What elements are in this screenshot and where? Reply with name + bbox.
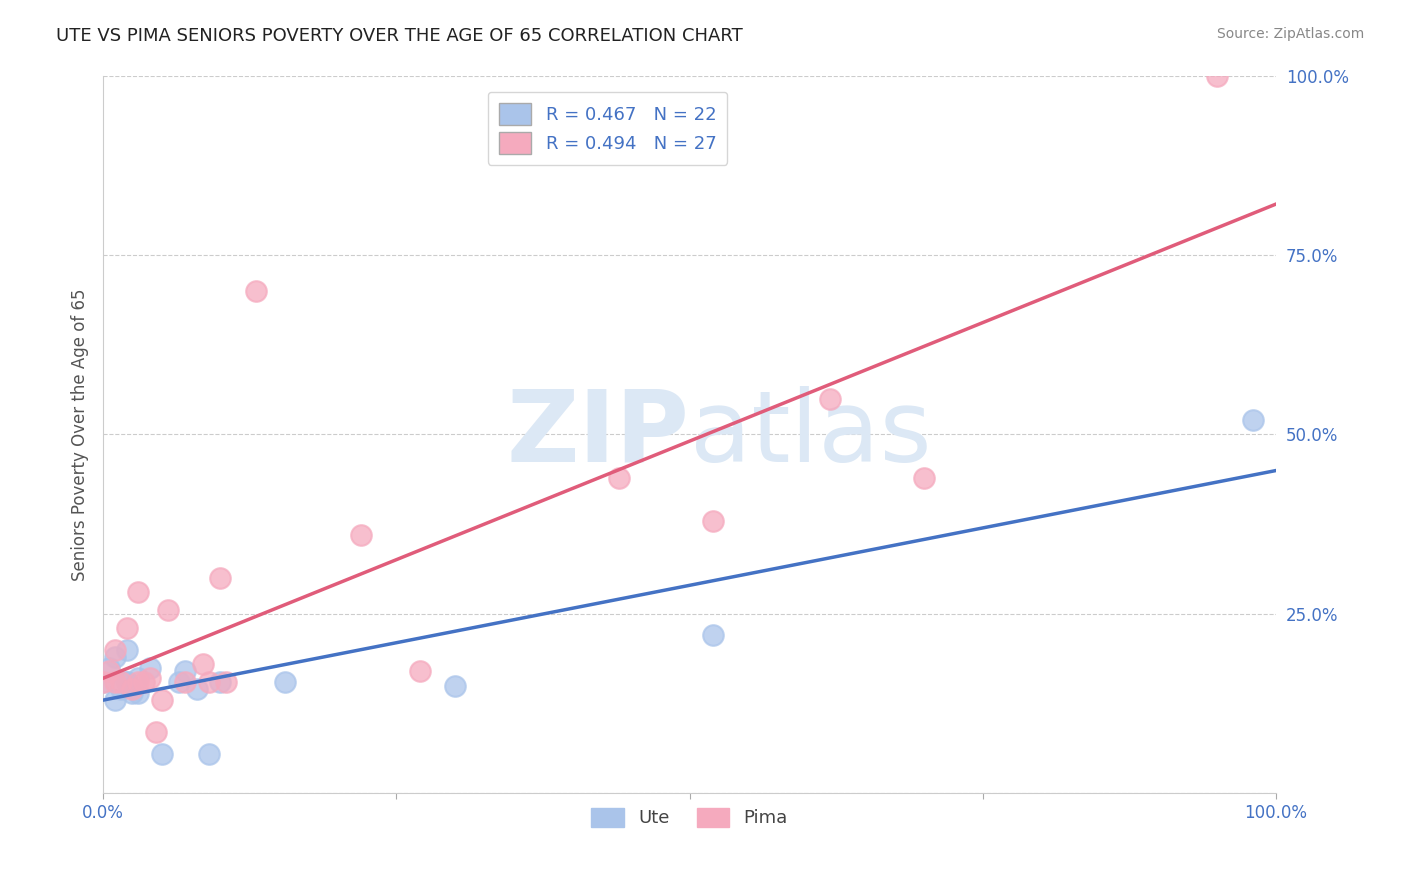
Text: atlas: atlas — [689, 386, 931, 483]
Point — [174, 665, 197, 679]
Point — [115, 675, 138, 690]
Point — [98, 661, 121, 675]
Point — [912, 470, 935, 484]
Point — [139, 661, 162, 675]
Text: UTE VS PIMA SENIORS POVERTY OVER THE AGE OF 65 CORRELATION CHART: UTE VS PIMA SENIORS POVERTY OVER THE AGE… — [56, 27, 742, 45]
Point — [274, 675, 297, 690]
Point — [197, 675, 219, 690]
Point — [127, 686, 149, 700]
Point — [104, 650, 127, 665]
Point — [191, 657, 214, 672]
Text: Source: ZipAtlas.com: Source: ZipAtlas.com — [1216, 27, 1364, 41]
Point — [197, 747, 219, 761]
Point — [91, 675, 114, 690]
Point — [127, 675, 149, 690]
Point — [444, 679, 467, 693]
Point — [156, 603, 179, 617]
Point — [607, 470, 630, 484]
Point — [145, 725, 167, 739]
Point — [134, 675, 156, 690]
Point — [127, 672, 149, 686]
Point — [115, 642, 138, 657]
Text: ZIP: ZIP — [506, 386, 689, 483]
Point — [820, 392, 842, 406]
Point — [702, 628, 724, 642]
Point — [104, 675, 127, 690]
Point — [1206, 69, 1229, 83]
Point — [139, 672, 162, 686]
Point — [169, 675, 191, 690]
Point — [104, 693, 127, 707]
Point — [215, 675, 238, 690]
Point — [245, 284, 267, 298]
Point — [209, 571, 232, 585]
Point — [150, 747, 173, 761]
Point — [121, 686, 143, 700]
Point — [409, 665, 432, 679]
Point — [110, 675, 132, 690]
Point — [127, 585, 149, 599]
Point — [209, 675, 232, 690]
Point — [174, 675, 197, 690]
Point — [98, 665, 121, 679]
Point — [702, 514, 724, 528]
Point — [115, 675, 138, 690]
Point — [186, 682, 208, 697]
Point — [350, 528, 373, 542]
Point — [110, 682, 132, 697]
Point — [121, 682, 143, 697]
Point — [91, 675, 114, 690]
Point — [115, 621, 138, 635]
Point — [150, 693, 173, 707]
Legend: Ute, Pima: Ute, Pima — [583, 801, 796, 835]
Point — [104, 642, 127, 657]
Y-axis label: Seniors Poverty Over the Age of 65: Seniors Poverty Over the Age of 65 — [72, 288, 89, 581]
Point — [1241, 413, 1264, 427]
